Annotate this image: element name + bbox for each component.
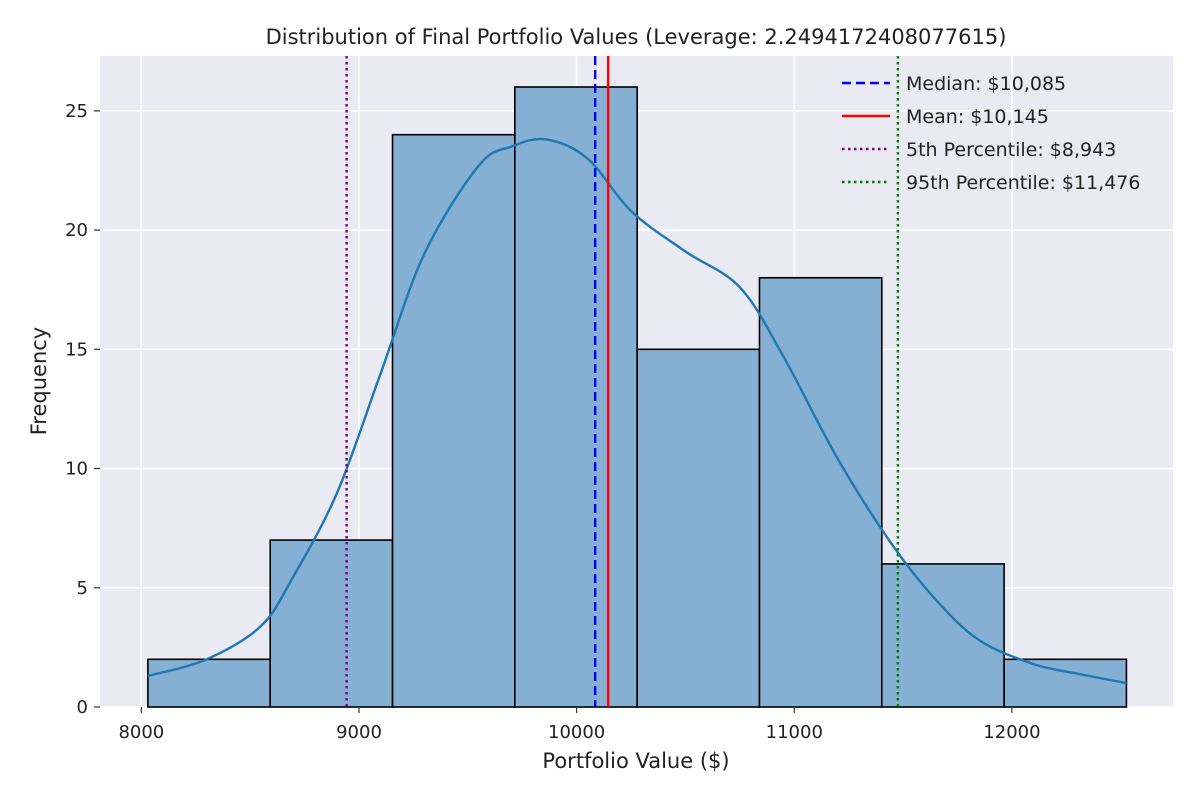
legend-label: 5th Percentile: $8,943: [906, 139, 1116, 161]
legend: Median: $10,085 Mean: $10,145 5th Percenti…: [842, 73, 1140, 194]
y-tick-label: 0: [77, 697, 88, 718]
legend-label: 95th Percentile: $11,476: [906, 172, 1140, 194]
histogram-bar: [636, 348, 761, 708]
y-axis-label: Frequency: [27, 327, 51, 436]
y-axis-ticks: 0 5 10 15 20 25: [65, 101, 100, 718]
kde-curve: [147, 137, 1127, 685]
histogram-bar: [147, 658, 272, 708]
y-tick-label: 5: [77, 578, 88, 599]
histogram-bar: [880, 563, 1005, 708]
histogram-bar: [391, 133, 516, 708]
x-tick-label: 8000: [118, 722, 164, 743]
y-tick-label: 15: [65, 339, 88, 360]
histogram-bar: [514, 86, 638, 708]
x-tick-label: 9000: [336, 722, 382, 743]
y-tick-label: 10: [65, 459, 88, 480]
x-axis-ticks: 8000 9000 10000 11000 12000: [118, 707, 1041, 743]
legend-label: Mean: $10,145: [906, 106, 1049, 128]
x-tick-label: 10000: [548, 722, 605, 743]
legend-label: Median: $10,085: [906, 73, 1066, 95]
x-tick-label: 12000: [983, 722, 1040, 743]
kde-curve-group: [147, 137, 1127, 685]
histogram-bar: [1003, 658, 1128, 708]
reference-lines: [345, 56, 900, 707]
histogram-bar: [758, 276, 883, 708]
y-tick-label: 25: [65, 101, 88, 122]
x-axis-label: Portfolio Value ($): [542, 749, 729, 773]
histogram-bar: [269, 539, 394, 708]
y-tick-label: 20: [65, 220, 88, 241]
chart-title: Distribution of Final Portfolio Values (…: [266, 25, 1007, 49]
histogram-bars: [147, 86, 1128, 708]
x-tick-label: 11000: [766, 722, 823, 743]
